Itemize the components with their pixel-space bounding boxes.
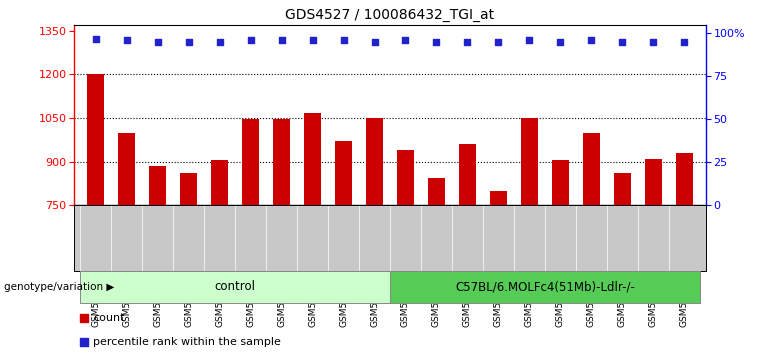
Text: percentile rank within the sample: percentile rank within the sample [93, 337, 281, 347]
Point [77, 339, 90, 344]
Text: C57BL/6.MOLFc4(51Mb)-Ldlr-/-: C57BL/6.MOLFc4(51Mb)-Ldlr-/- [455, 280, 635, 293]
Bar [242, 119, 259, 205]
Point [337, 38, 349, 43]
Point [244, 38, 257, 43]
Point [647, 39, 660, 45]
Point [399, 38, 412, 43]
Bar [211, 160, 229, 205]
Bar [614, 173, 631, 205]
Point [461, 39, 473, 45]
Point [120, 38, 133, 43]
Point [523, 38, 536, 43]
Point [554, 39, 566, 45]
Point [368, 39, 381, 45]
Bar [273, 119, 290, 205]
Point [585, 38, 597, 43]
Bar [180, 173, 197, 205]
Bar [459, 144, 476, 205]
Bar [397, 150, 414, 205]
Bar [490, 191, 507, 205]
Point [307, 38, 319, 43]
Bar [428, 178, 445, 205]
Bar [521, 118, 538, 205]
Bar [87, 74, 105, 205]
Point [183, 39, 195, 45]
Point [151, 39, 164, 45]
Bar [675, 153, 693, 205]
Bar [583, 132, 600, 205]
Bar [645, 159, 661, 205]
Bar [80, 271, 390, 303]
Point [275, 38, 288, 43]
Text: count: count [93, 313, 125, 323]
Bar [335, 141, 352, 205]
Bar [119, 132, 135, 205]
Point [77, 315, 90, 321]
Bar [551, 160, 569, 205]
Point [492, 39, 505, 45]
Point [90, 36, 102, 41]
Bar [304, 113, 321, 205]
Bar [149, 166, 166, 205]
Text: genotype/variation ▶: genotype/variation ▶ [4, 282, 115, 292]
Point [431, 39, 443, 45]
Bar [390, 271, 700, 303]
Point [678, 39, 690, 45]
Text: control: control [215, 280, 256, 293]
Bar [366, 118, 383, 205]
Point [616, 39, 629, 45]
Point [214, 39, 226, 45]
Title: GDS4527 / 100086432_TGI_at: GDS4527 / 100086432_TGI_at [285, 8, 495, 22]
